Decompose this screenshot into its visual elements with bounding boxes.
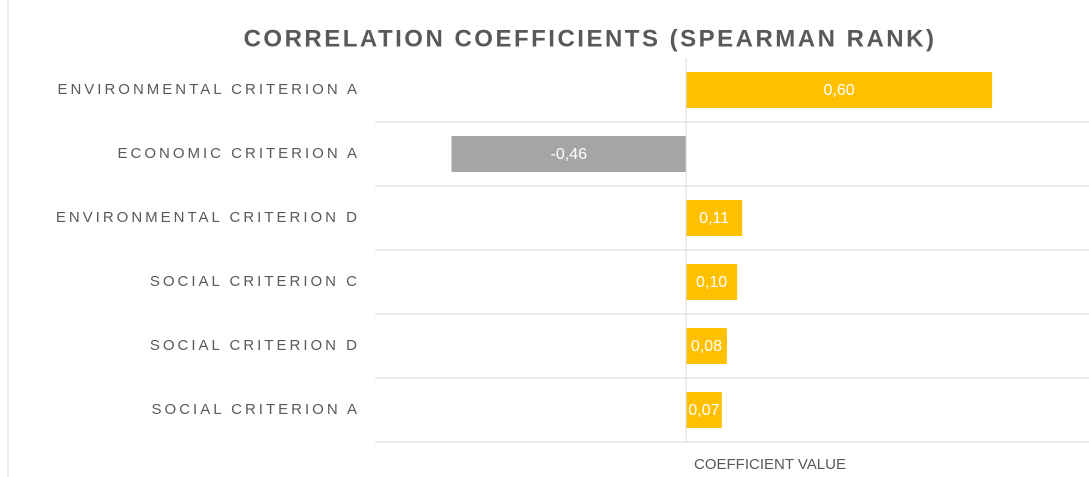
category-label: ENVIRONMENTAL CRITERION D	[56, 209, 360, 226]
x-axis-title: COEFFICIENT VALUE	[694, 456, 846, 473]
bar	[686, 264, 738, 300]
data-label: 0,60	[824, 82, 855, 99]
data-label: -0,46	[551, 146, 588, 163]
bar	[686, 72, 993, 108]
chart-title: CORRELATION COEFFICIENTS (SPEARMAN RANK)	[244, 25, 937, 52]
category-label: SOCIAL CRITERION A	[152, 401, 360, 418]
category-label: SOCIAL CRITERION D	[150, 337, 360, 354]
data-label: 0,08	[691, 338, 722, 355]
bar	[686, 328, 727, 364]
bar	[451, 136, 687, 172]
data-label: 0,07	[688, 402, 719, 419]
category-label: SOCIAL CRITERION C	[150, 273, 360, 290]
category-label: ENVIRONMENTAL CRITERION A	[57, 81, 360, 98]
bar	[686, 392, 722, 428]
bar	[686, 200, 743, 236]
data-label: 0,10	[696, 274, 727, 291]
category-label: ECONOMIC CRITERION A	[117, 145, 360, 162]
data-label: 0,11	[699, 210, 729, 227]
